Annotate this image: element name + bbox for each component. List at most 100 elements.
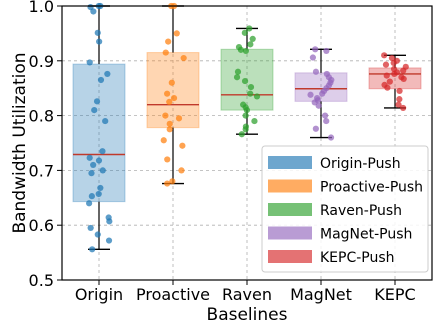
data-point: [390, 59, 397, 67]
data-point: [249, 35, 256, 42]
data-point: [169, 178, 176, 185]
data-points-group: [86, 2, 409, 253]
data-point: [384, 84, 391, 91]
data-point: [162, 112, 169, 119]
legend-swatch: [268, 226, 312, 240]
data-point: [99, 148, 106, 155]
data-point: [86, 200, 93, 207]
legend-item-raven: Raven-Push: [268, 203, 402, 219]
data-point: [164, 180, 171, 187]
data-point: [164, 156, 171, 163]
data-point: [388, 54, 396, 62]
data-point: [238, 131, 245, 138]
data-point: [88, 193, 95, 200]
legend-swatch: [268, 179, 312, 193]
legend-item-magnet: MagNet-Push: [268, 226, 412, 243]
y-axis: 0.5 0.6 0.7 0.8 0.9 1.0: [29, 0, 62, 290]
data-point: [247, 41, 254, 48]
legend-item-proactive: Proactive-Push: [268, 179, 423, 196]
data-point: [95, 157, 103, 164]
data-point: [175, 115, 183, 122]
data-point: [327, 134, 335, 141]
data-point: [234, 68, 242, 75]
legend-swatch: [268, 156, 312, 169]
data-point: [400, 67, 407, 74]
data-point: [307, 91, 314, 98]
data-point: [321, 112, 329, 119]
box-iqr: [294, 72, 348, 102]
data-point: [166, 120, 173, 127]
legend-item-kepc: KEPC-Push: [268, 250, 395, 266]
data-point: [166, 98, 173, 105]
points-origin: [86, 2, 113, 253]
data-point: [166, 126, 173, 133]
legend-label: Proactive-Push: [320, 180, 423, 196]
data-point: [242, 47, 250, 55]
box-iqr: [72, 63, 126, 203]
data-point: [241, 77, 249, 85]
x-tick-label-raven: Raven: [222, 285, 272, 304]
y-tick-label: 1.0: [29, 0, 54, 16]
data-point: [93, 98, 101, 105]
data-point: [179, 142, 186, 149]
data-point: [160, 137, 167, 144]
x-tick-label-magnet: MagNet: [290, 285, 352, 304]
data-point: [173, 30, 180, 37]
x-tick-label-origin: Origin: [75, 285, 123, 304]
data-point: [97, 76, 105, 84]
legend-label: Origin-Push: [320, 156, 401, 172]
data-point: [86, 154, 93, 161]
data-point: [165, 38, 172, 45]
y-tick-label: 0.8: [29, 107, 54, 126]
data-point: [400, 75, 407, 82]
y-tick-label: 0.9: [29, 52, 54, 71]
data-point: [241, 29, 248, 36]
data-point: [312, 68, 320, 75]
data-point: [253, 93, 261, 100]
data-point: [323, 47, 330, 55]
data-point: [242, 112, 249, 119]
data-point: [315, 102, 322, 109]
y-axis-label: Bandwidth Utilization: [10, 52, 30, 233]
data-point: [89, 246, 96, 253]
points-raven: [233, 25, 261, 138]
data-point: [381, 52, 388, 59]
y-tick-label: 0.5: [29, 271, 54, 290]
data-point: [102, 117, 109, 125]
x-tick-label-kepc: KEPC: [374, 285, 415, 304]
data-point: [391, 70, 398, 78]
data-point: [251, 117, 258, 125]
data-point: [323, 117, 330, 125]
data-point: [96, 38, 103, 45]
data-point: [87, 224, 94, 232]
data-point: [162, 49, 169, 56]
data-point: [243, 107, 251, 114]
data-point: [237, 46, 245, 53]
data-point: [246, 25, 253, 32]
legend-item-origin: Origin-Push: [268, 156, 401, 172]
data-point: [99, 167, 106, 174]
y-tick-label: 0.7: [29, 161, 54, 180]
data-point: [309, 54, 317, 61]
legend-swatch: [268, 203, 312, 216]
data-point: [94, 29, 101, 36]
data-point: [312, 125, 319, 132]
legend-label: KEPC-Push: [320, 250, 395, 266]
data-point: [395, 101, 402, 108]
data-point: [105, 237, 113, 244]
data-point: [90, 8, 97, 15]
data-point: [396, 96, 403, 103]
data-point: [247, 84, 255, 91]
data-point: [386, 78, 393, 85]
data-point: [95, 190, 102, 198]
x-axis: Origin Proactive Raven MagNet KEPC: [75, 280, 416, 304]
y-tick-label: 0.6: [29, 216, 54, 235]
data-point: [382, 61, 390, 68]
data-point: [86, 59, 93, 66]
x-axis-label: Baselines: [207, 305, 288, 325]
data-point: [170, 94, 178, 102]
legend: Origin-Push Proactive-Push Raven-Push MagNe…: [261, 145, 429, 273]
data-point: [319, 90, 326, 97]
data-point: [168, 79, 175, 86]
